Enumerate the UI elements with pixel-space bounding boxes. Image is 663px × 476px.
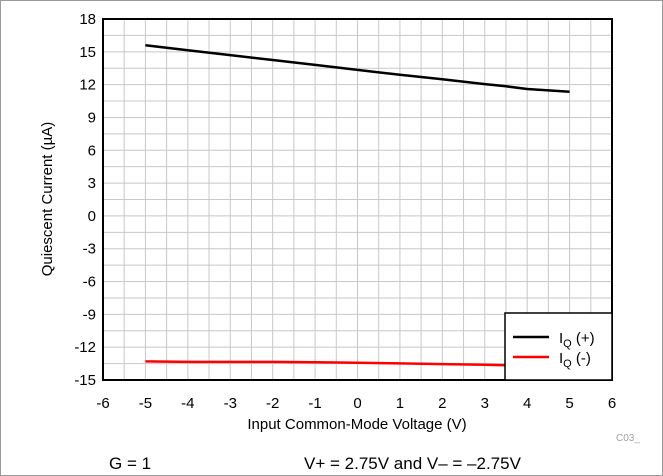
y-tick-label: 9 bbox=[88, 109, 96, 126]
x-tick-label: 2 bbox=[438, 395, 446, 412]
series-line-iq-minus bbox=[145, 360, 507, 367]
gain-note: G = 1 bbox=[109, 454, 151, 473]
x-tick-label: 1 bbox=[396, 395, 404, 412]
legend-box bbox=[504, 312, 613, 381]
x-tick-label: -3 bbox=[224, 395, 237, 412]
supply-note: V+ = 2.75V and V– = –2.75V bbox=[304, 454, 522, 473]
y-tick-label: 18 bbox=[79, 11, 96, 28]
y-tick-label: -12 bbox=[74, 339, 96, 356]
plot-border bbox=[102, 18, 613, 381]
y-tick-label: -15 bbox=[74, 372, 96, 389]
y-axis-ticks: -15 -12 -9 -6 -3 0 3 6 9 12 15 18 bbox=[74, 11, 96, 389]
x-tick-label: 3 bbox=[481, 395, 489, 412]
y-axis-label: Quiescent Current (µA) bbox=[39, 122, 56, 277]
x-tick-label: 4 bbox=[523, 395, 531, 412]
y-tick-label: -6 bbox=[83, 274, 96, 291]
y-tick-label: 12 bbox=[79, 77, 96, 94]
x-tick-label: -5 bbox=[139, 395, 152, 412]
series-line-iq-plus bbox=[145, 44, 570, 93]
y-tick-label: 15 bbox=[79, 44, 96, 61]
y-tick-label: 3 bbox=[88, 175, 96, 192]
y-tick-label: -9 bbox=[83, 306, 96, 323]
x-tick-label: -1 bbox=[308, 395, 321, 412]
legend-label-iq-plus: IQ (+) bbox=[559, 330, 595, 350]
x-tick-label: 6 bbox=[608, 395, 616, 412]
grid bbox=[103, 19, 612, 380]
legend-label-iq-minus: IQ (-) bbox=[559, 350, 591, 370]
legend: IQ (+)IQ (-) bbox=[504, 312, 613, 381]
figure-code: C03_ bbox=[616, 433, 640, 444]
data-lines bbox=[145, 44, 570, 367]
x-tick-label: 5 bbox=[565, 395, 573, 412]
x-tick-label: -4 bbox=[181, 395, 194, 412]
x-tick-label: -6 bbox=[96, 395, 109, 412]
x-axis-label: Input Common-Mode Voltage (V) bbox=[247, 416, 466, 433]
x-tick-label: 0 bbox=[353, 395, 361, 412]
y-tick-label: 0 bbox=[88, 208, 96, 225]
y-tick-label: -3 bbox=[83, 241, 96, 258]
x-axis-ticks: -6 -5 -4 -3 -2 -1 0 1 2 3 4 5 6 bbox=[96, 395, 616, 412]
x-tick-label: -2 bbox=[266, 395, 279, 412]
y-tick-label: 6 bbox=[88, 142, 96, 159]
